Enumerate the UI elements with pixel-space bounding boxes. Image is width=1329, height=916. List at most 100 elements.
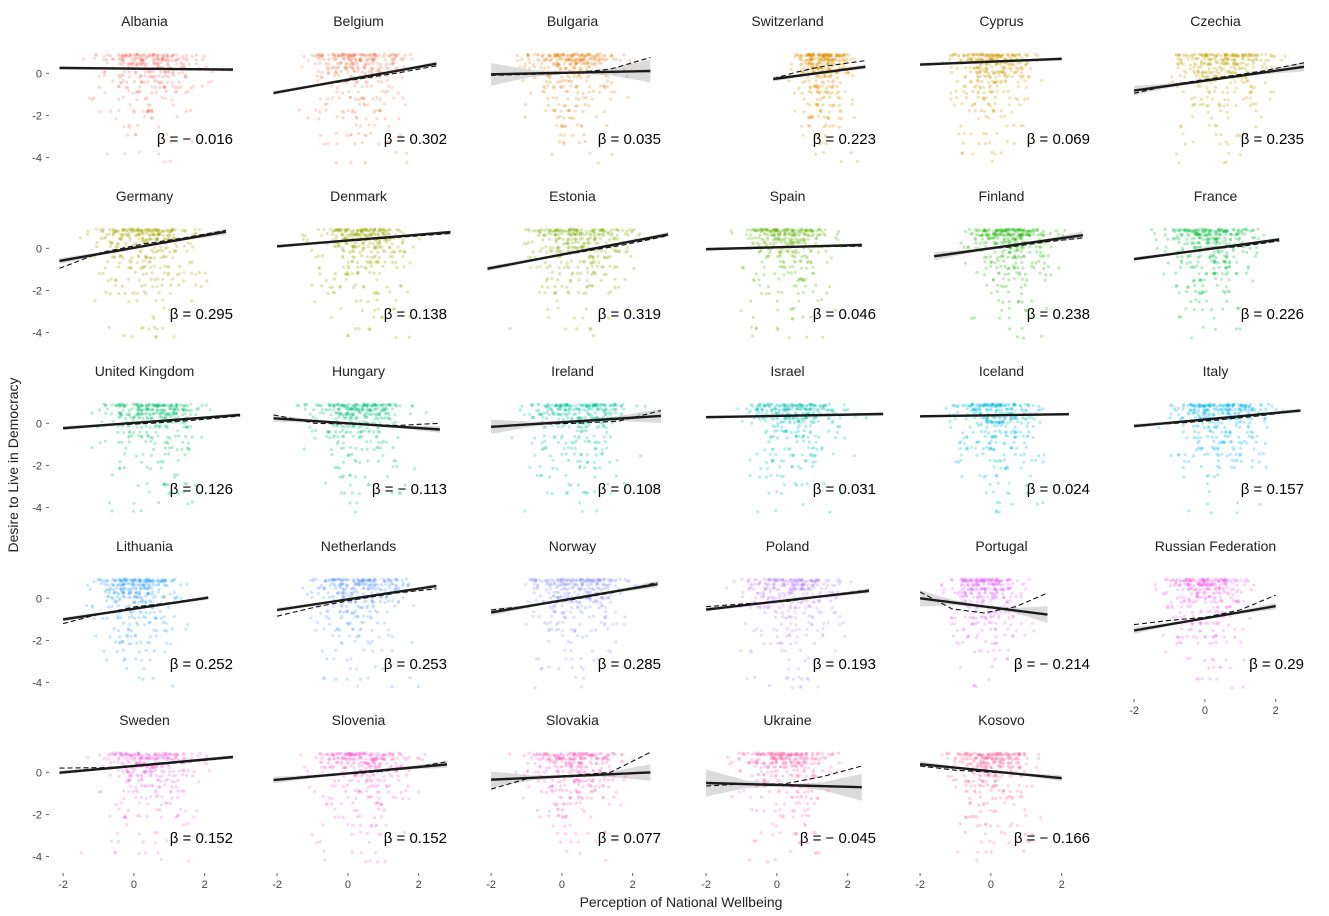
- data-point: [590, 283, 594, 287]
- data-point: [1235, 62, 1239, 66]
- data-point: [774, 240, 778, 245]
- data-point: [1199, 245, 1203, 249]
- data-point: [371, 56, 375, 61]
- data-point: [846, 71, 850, 75]
- data-point: [599, 236, 603, 240]
- data-point: [175, 245, 179, 249]
- data-point: [799, 240, 803, 244]
- data-point: [164, 74, 168, 78]
- data-point: [577, 53, 581, 57]
- data-point: [1209, 254, 1213, 258]
- data-point: [371, 67, 375, 71]
- data-point: [190, 299, 194, 303]
- data-point: [151, 285, 155, 289]
- data-point: [354, 58, 358, 62]
- data-point: [151, 447, 156, 451]
- data-point: [353, 327, 358, 331]
- data-point: [356, 90, 360, 94]
- data-point: [179, 403, 183, 407]
- data-point: [1038, 271, 1042, 275]
- data-point: [1185, 237, 1189, 241]
- data-point: [387, 228, 391, 232]
- data-point: [584, 54, 588, 58]
- data-point: [610, 81, 614, 85]
- data-point: [561, 52, 566, 57]
- data-point: [831, 84, 835, 88]
- data-point: [185, 404, 190, 408]
- data-point: [993, 261, 997, 265]
- data-point: [175, 273, 179, 277]
- data-point: [335, 66, 339, 70]
- data-point: [334, 161, 338, 165]
- data-point: [408, 52, 412, 57]
- data-point: [366, 459, 370, 463]
- data-point: [1246, 265, 1250, 269]
- data-point: [545, 416, 549, 420]
- data-point: [387, 140, 391, 144]
- data-point: [562, 142, 566, 146]
- data-point: [162, 306, 166, 310]
- data-point: [562, 116, 566, 120]
- data-point: [129, 266, 133, 270]
- data-point: [364, 58, 368, 62]
- data-point: [608, 460, 612, 464]
- data-point: [331, 56, 335, 61]
- data-point: [789, 254, 794, 258]
- data-point: [350, 62, 354, 66]
- data-point: [362, 97, 366, 101]
- data-point: [340, 54, 344, 58]
- data-point: [87, 96, 91, 100]
- data-point: [157, 63, 161, 67]
- data-point: [127, 63, 131, 67]
- data-point: [361, 285, 365, 289]
- data-point: [538, 249, 542, 253]
- data-point: [370, 58, 374, 62]
- data-point: [997, 316, 1001, 320]
- data-point: [541, 89, 545, 93]
- data-point: [355, 501, 359, 505]
- data-point: [373, 413, 377, 417]
- data-point: [368, 429, 372, 433]
- data-point: [131, 509, 136, 513]
- data-point: [362, 53, 366, 57]
- data-point: [1025, 54, 1029, 58]
- data-point: [611, 228, 615, 232]
- data-point: [996, 236, 1000, 240]
- data-point: [988, 255, 992, 259]
- data-point: [363, 63, 367, 67]
- data-point: [1010, 228, 1014, 232]
- data-point: [373, 407, 378, 411]
- data-point: [548, 54, 552, 58]
- data-point: [1201, 74, 1205, 78]
- data-point: [1179, 265, 1183, 270]
- data-point: [174, 58, 178, 62]
- data-point: [375, 278, 379, 282]
- data-point: [800, 91, 804, 95]
- data-point: [348, 501, 352, 505]
- data-point: [972, 316, 976, 320]
- data-point: [354, 123, 358, 127]
- data-point: [377, 430, 382, 434]
- data-point: [593, 57, 597, 62]
- data-point: [1009, 69, 1013, 73]
- data-point: [139, 62, 143, 66]
- data-point: [337, 411, 341, 415]
- data-point: [801, 237, 805, 241]
- data-point: [1192, 229, 1196, 233]
- data-point: [191, 245, 195, 249]
- data-point: [788, 265, 792, 269]
- data-point: [135, 52, 140, 57]
- data-point: [581, 91, 585, 95]
- data-point: [160, 58, 164, 62]
- data-point: [1255, 57, 1259, 62]
- data-point: [345, 425, 349, 429]
- data-point: [330, 232, 334, 237]
- data-point: [573, 104, 578, 108]
- data-point: [1163, 233, 1167, 237]
- data-point: [775, 299, 779, 303]
- data-point: [152, 264, 156, 268]
- data-point: [386, 54, 390, 58]
- data-point: [748, 233, 753, 237]
- data-point: [970, 104, 974, 108]
- data-point: [328, 436, 332, 440]
